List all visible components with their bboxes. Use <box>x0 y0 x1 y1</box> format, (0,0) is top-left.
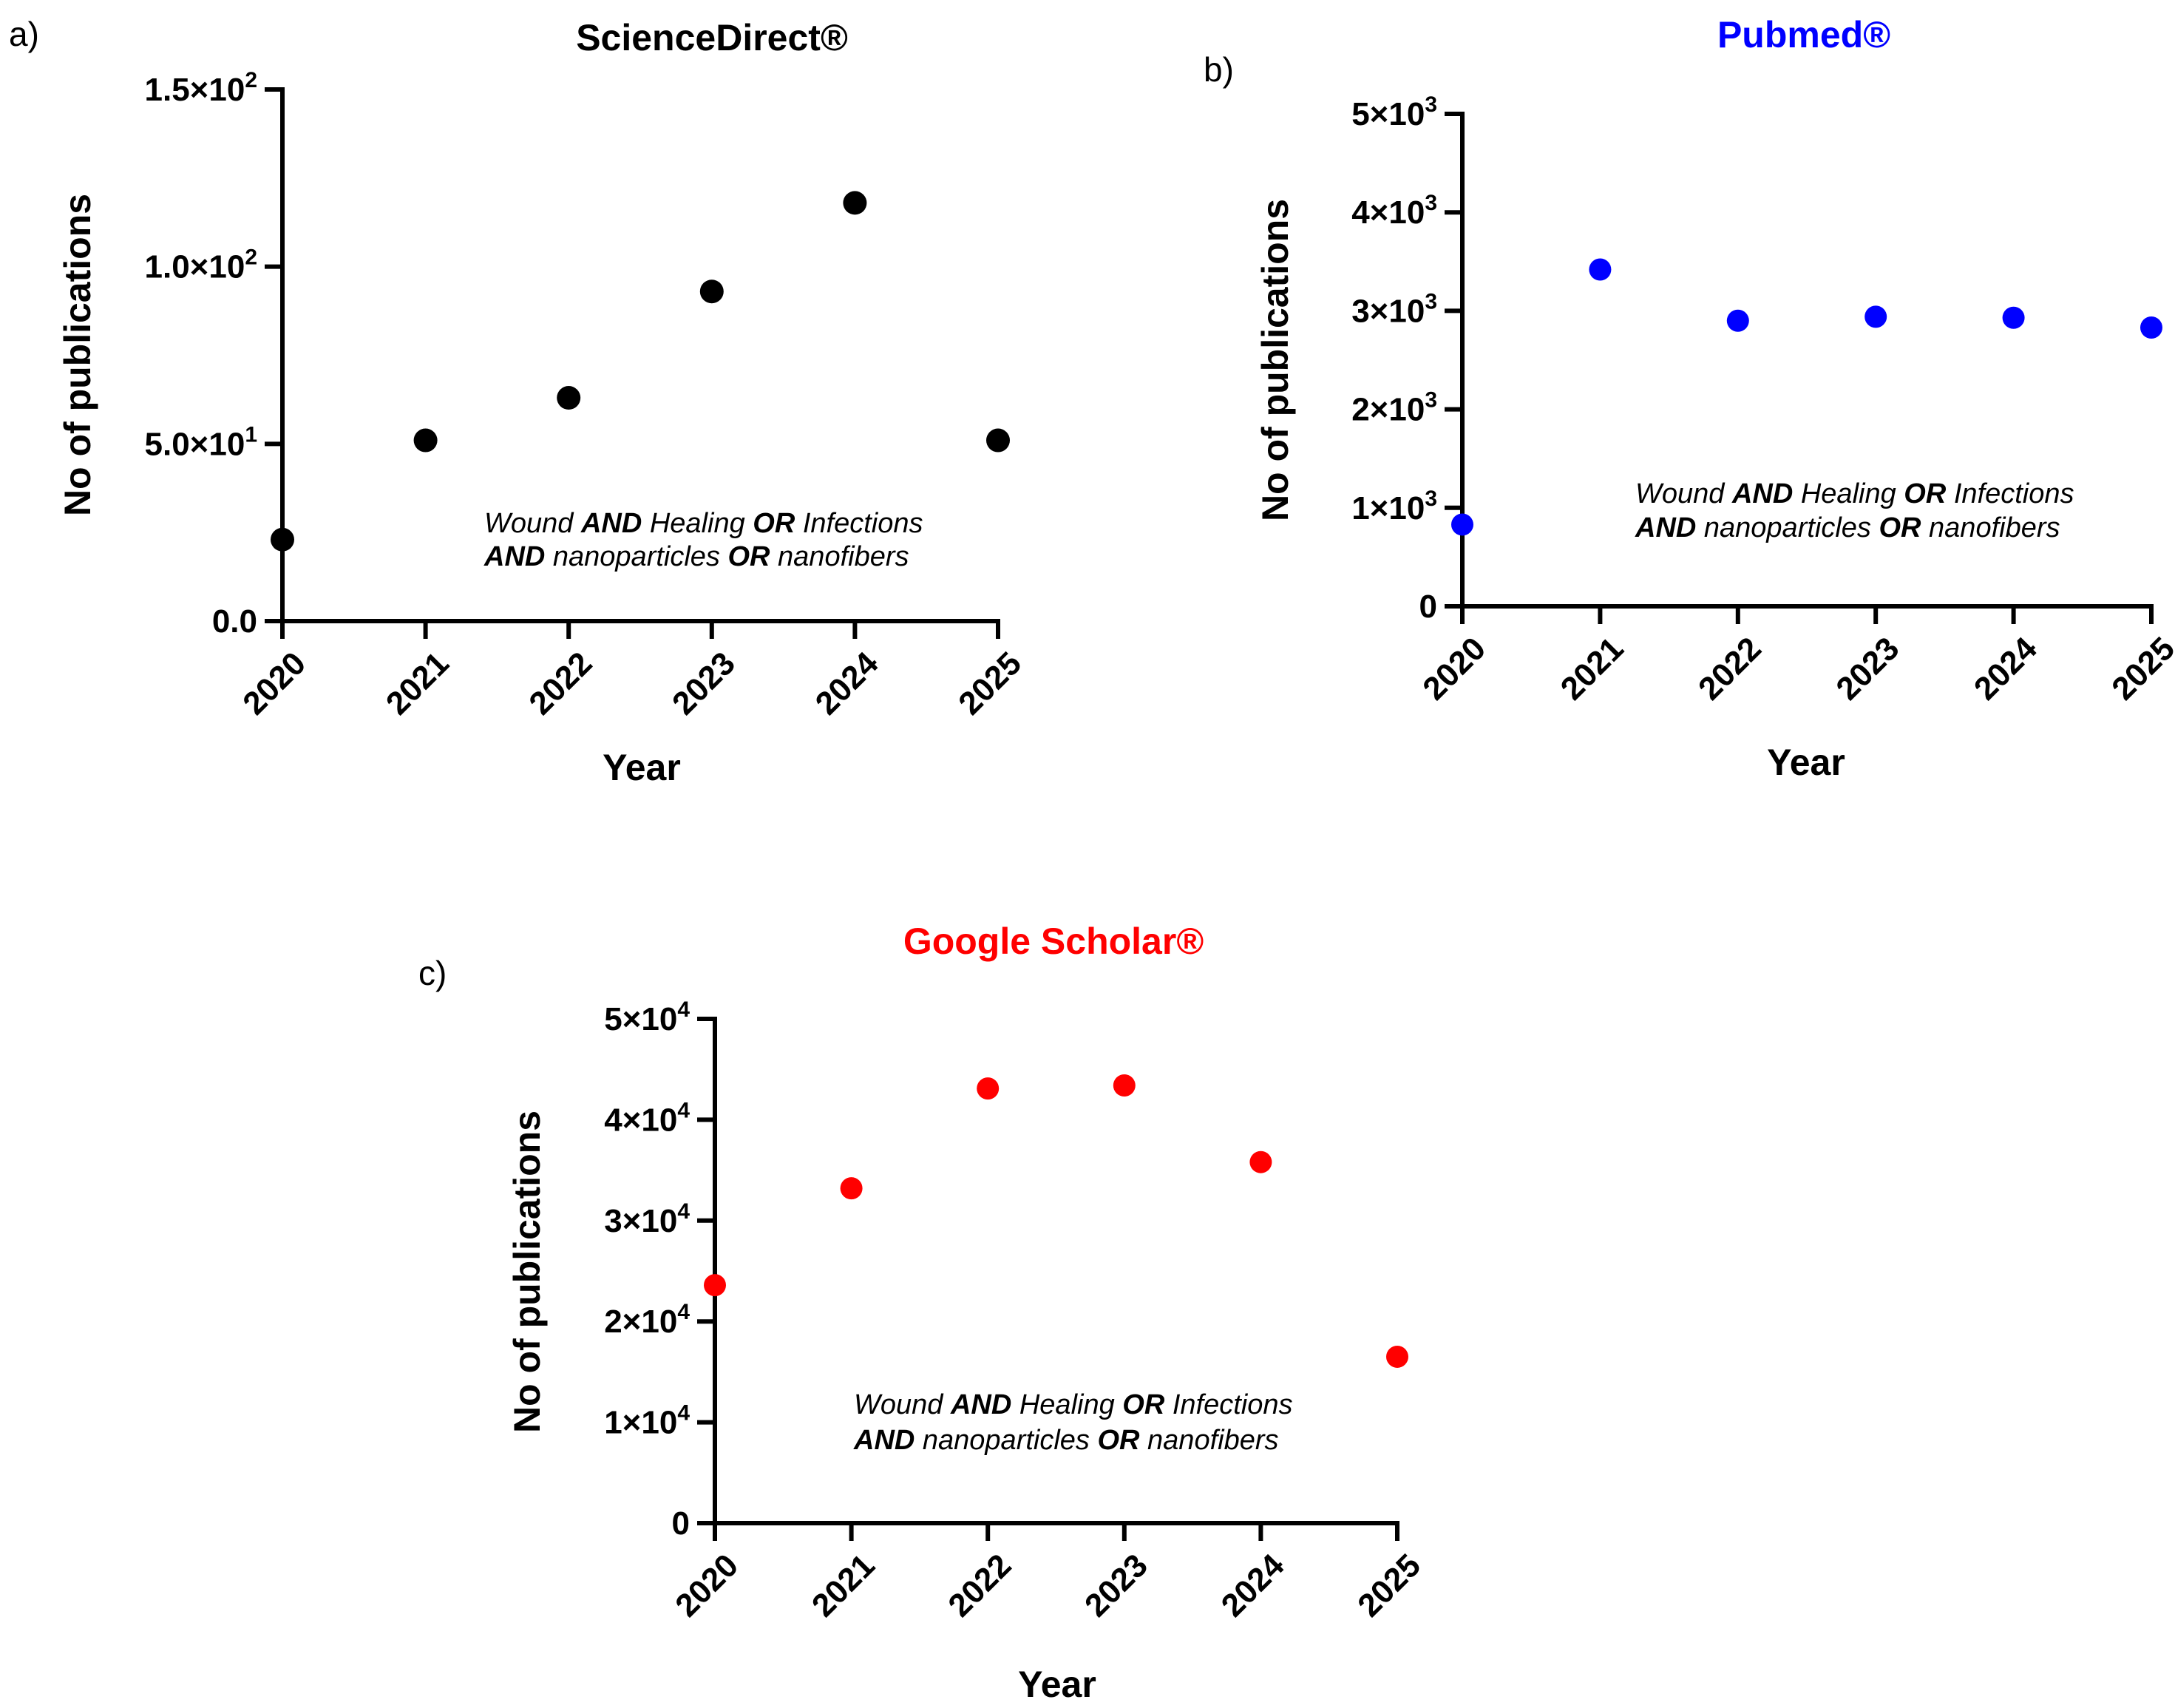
x-tick-label: 2022 <box>1692 630 1768 707</box>
data-point-2023 <box>1113 1074 1136 1097</box>
data-point-2022 <box>1726 309 1749 332</box>
chart-panel-3: c) Google Scholar® 0 1×104 2×104 3×104 4×104 5×… <box>418 921 1428 1705</box>
y-tick-label: 0 <box>672 1505 690 1542</box>
y-axis-label: No of publications <box>57 194 98 516</box>
query-annotation-line1: Wound AND Healing OR Infections <box>484 508 923 539</box>
data-point-2024 <box>2002 306 2025 329</box>
x-tick-label: 2020 <box>1416 630 1493 707</box>
chart-title: Google Scholar® <box>903 921 1204 962</box>
y-tick-label: 4×104 <box>604 1098 690 1138</box>
x-tick-label: 2025 <box>1351 1547 1428 1624</box>
data-point-2021 <box>840 1177 863 1200</box>
y-tick-label: 0.0 <box>212 603 257 640</box>
chart-panel-1: a) ScienceDirect® 0.0 5.0×101 1.0×102 1.5×102… <box>9 15 1028 788</box>
query-annotation-line2: AND nanoparticles OR nanofibers <box>1635 512 2060 543</box>
y-tick-label: 1.0×102 <box>145 245 258 285</box>
x-tick-label: 2025 <box>951 645 1028 722</box>
y-tick-label: 2×103 <box>1351 388 1437 428</box>
y-tick-label: 3×104 <box>604 1199 690 1239</box>
data-point-2025 <box>2140 316 2162 339</box>
x-tick-label: 2024 <box>1215 1547 1292 1624</box>
chart-title: ScienceDirect® <box>576 17 848 58</box>
y-tick-label: 1×103 <box>1351 487 1437 526</box>
x-axis-label: Year <box>1767 742 1845 783</box>
data-point-2024 <box>1249 1150 1272 1173</box>
y-tick-label: 4×103 <box>1351 191 1437 231</box>
data-point-2022 <box>977 1077 1000 1100</box>
data-point-2023 <box>1864 305 1887 328</box>
data-point-2021 <box>413 428 438 453</box>
data-point-2021 <box>1589 258 1612 281</box>
y-axis-label: No of publications <box>506 1111 548 1433</box>
y-tick-label: 5.0×101 <box>145 422 258 462</box>
x-axis-label: Year <box>1018 1664 1096 1705</box>
panel-label: c) <box>418 954 447 992</box>
data-point-2025 <box>986 428 1010 453</box>
x-tick-label: 2024 <box>1967 630 2044 707</box>
data-point-2024 <box>843 191 867 215</box>
x-tick-label: 2021 <box>379 645 456 722</box>
x-tick-label: 2024 <box>809 645 886 722</box>
x-tick-label: 2021 <box>1554 630 1631 707</box>
chart-title: Pubmed® <box>1717 14 1890 55</box>
x-tick-label: 2021 <box>805 1547 882 1624</box>
x-tick-label: 2023 <box>1078 1547 1155 1624</box>
x-tick-label: 2022 <box>941 1547 1018 1624</box>
y-tick-label: 5×103 <box>1351 92 1437 132</box>
x-tick-label: 2025 <box>2105 630 2175 707</box>
x-tick-label: 2020 <box>236 645 313 722</box>
x-axis-label: Year <box>603 747 681 788</box>
data-point-2020 <box>704 1274 726 1297</box>
panel-label: b) <box>1204 50 1234 89</box>
chart-panel-2: b) Pubmed® 0 1×103 2×103 3×103 4×103 5×103 2020 2… <box>1204 14 2175 783</box>
y-tick-label: 1.5×102 <box>145 68 258 108</box>
query-annotation-line1: Wound AND Healing OR Infections <box>1635 478 2074 509</box>
data-point-2023 <box>699 279 724 304</box>
query-annotation-line2: AND nanoparticles OR nanofibers <box>483 541 909 572</box>
query-annotation-line1: Wound AND Healing OR Infections <box>854 1389 1293 1420</box>
y-tick-label: 1×104 <box>604 1401 690 1441</box>
data-point-2020 <box>1451 513 1473 536</box>
y-tick-label: 3×103 <box>1351 289 1437 329</box>
data-point-2020 <box>271 527 294 552</box>
query-annotation-line2: AND nanoparticles OR nanofibers <box>853 1425 1279 1456</box>
x-tick-label: 2022 <box>522 645 599 722</box>
panel-label: a) <box>9 15 39 53</box>
x-tick-label: 2023 <box>1829 630 1906 707</box>
y-tick-label: 0 <box>1419 589 1437 625</box>
y-tick-label: 2×104 <box>604 1300 690 1340</box>
y-tick-label: 5×104 <box>604 997 690 1037</box>
x-tick-label: 2020 <box>668 1547 745 1624</box>
x-tick-label: 2023 <box>665 645 742 722</box>
data-point-2025 <box>1386 1345 1408 1368</box>
y-axis-label: No of publications <box>1255 199 1296 521</box>
data-point-2022 <box>557 386 581 410</box>
